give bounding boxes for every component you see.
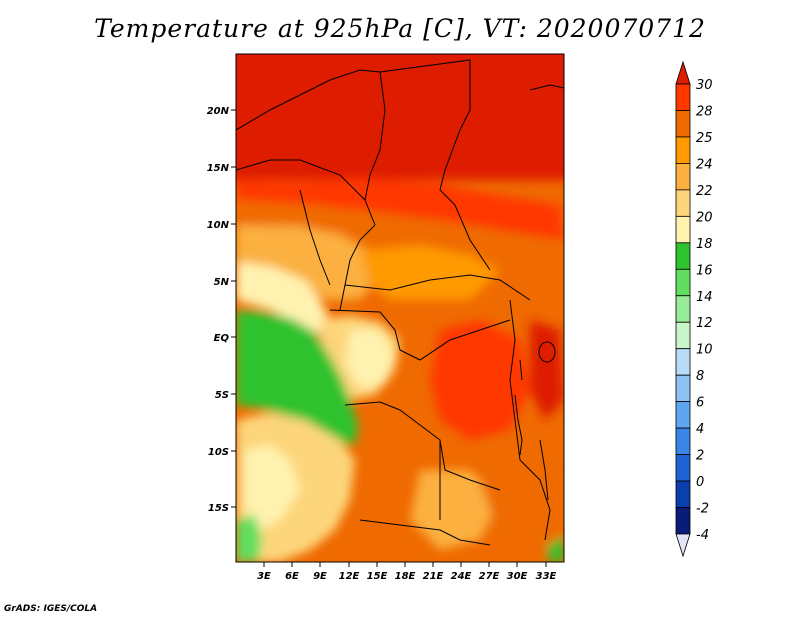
colorbar-swatch (675, 242, 691, 270)
colorbar-label: 16 (696, 263, 713, 278)
field-center-24 (360, 245, 500, 300)
lon-label-21e: 21E (423, 571, 444, 582)
lat-label-10n: 10N (207, 220, 230, 231)
colorbar-label: 20 (696, 210, 713, 225)
colorbar-label: 30 (696, 78, 713, 93)
map-frame (235, 53, 565, 563)
colorbar-label: 2 (696, 449, 704, 464)
lat-label-5s: 5S (215, 390, 229, 401)
lat-label-5n: 5N (214, 277, 230, 288)
field-sw-green (236, 515, 262, 562)
lon-label-9e: 9E (313, 571, 327, 582)
field-ocean-16 (236, 310, 358, 445)
lakes (514, 341, 556, 501)
field-west-22 (236, 225, 380, 300)
colorbar-swatch (675, 480, 691, 508)
colorbar-label: 10 (696, 343, 713, 358)
colorbar-swatch (675, 268, 691, 297)
colorbar-swatch (675, 215, 691, 244)
field-congo-18 (345, 330, 395, 388)
border-chad-sudan (439, 109, 491, 271)
lake-tanganyika (514, 394, 523, 456)
page-title: Temperature at 925hPa [C], VT: 202007071… (94, 14, 706, 43)
colorbar-label: 24 (696, 157, 713, 172)
colorbar-swatch (675, 189, 691, 217)
border-northeast (529, 84, 564, 91)
colorbar-swatch (675, 163, 691, 191)
border-drc-north (399, 319, 511, 361)
field-angola-18 (245, 445, 300, 530)
colorbar-swatch (675, 427, 691, 455)
border-angola-namibia (359, 519, 491, 546)
colorbar-swatch (675, 136, 691, 164)
lon-label-18e: 18E (395, 571, 416, 582)
border-drc-east (509, 299, 521, 461)
lon-label-27e: 27E (479, 571, 500, 582)
border-angola-drc (344, 401, 501, 491)
colorbar-swatch (675, 507, 691, 535)
border-cameroon-car (339, 224, 376, 311)
colorbar-label: 0 (696, 475, 704, 490)
colorbar-label: 8 (696, 369, 704, 384)
field-band-28 (236, 178, 564, 240)
border-zambia-east (519, 459, 551, 541)
field-north-hot (236, 54, 564, 180)
colorbar-label: 22 (696, 184, 713, 199)
lon-label-6e: 6E (285, 571, 299, 582)
colorbar-top-arrow (675, 60, 691, 85)
lon-label-33e: 33E (536, 571, 557, 582)
lon-label-30e: 30E (507, 571, 528, 582)
lat-label-15s: 15S (208, 503, 229, 514)
colorbar-label: -2 (696, 502, 709, 517)
lat-label-20n: 20N (207, 106, 230, 117)
country-borders (236, 59, 564, 546)
credit-label: GrADS: IGES/COLA (4, 604, 98, 614)
lon-axis: 3E 6E 9E 12E 15E 18E 21E 24E 27E 30E 33E (257, 562, 557, 582)
lon-label-3e: 3E (257, 571, 271, 582)
lon-label-12e: 12E (339, 571, 360, 582)
colorbar-label: 25 (696, 131, 713, 146)
field-south-22 (410, 470, 500, 550)
field-se-green (548, 535, 564, 562)
field-coast-18 (236, 262, 330, 335)
colorbar-swatch (675, 321, 691, 350)
border-nigeria-north (236, 159, 366, 201)
border-north (236, 59, 471, 131)
colorbar-swatch (675, 348, 691, 376)
temperature-field (236, 54, 564, 562)
lon-label-15e: 15E (367, 571, 388, 582)
colorbar-swatch (675, 374, 691, 403)
lat-label-10s: 10S (208, 447, 229, 458)
border-gabon-congo (329, 309, 401, 351)
colorbar-label: 14 (696, 290, 713, 305)
border-nigeria-cameroon (299, 189, 331, 286)
colorbar-label: 4 (696, 422, 704, 437)
lake-albert (519, 359, 523, 381)
lake-malawi (539, 439, 549, 501)
colorbar-label: 12 (696, 316, 713, 331)
lake-victoria (538, 341, 556, 363)
colorbar-swatch (675, 454, 691, 482)
border-car-south (344, 274, 531, 301)
field-band-25 (236, 200, 564, 270)
colorbar-label: 28 (696, 104, 713, 119)
colorbar-swatch (675, 401, 691, 429)
field-south-25 (480, 470, 564, 555)
lat-label-eq: EQ (214, 333, 230, 344)
border-niger-chad (364, 71, 386, 226)
lon-label-24e: 24E (451, 571, 472, 582)
colorbar-label: -4 (696, 528, 709, 543)
colorbar-swatch (675, 110, 691, 138)
colorbar-bottom-arrow (675, 533, 691, 558)
lat-label-15n: 15N (207, 163, 230, 174)
colorbar-swatch (675, 295, 691, 323)
lat-axis: 20N 15N 10N 5N EQ 5S 10S 15S (207, 106, 236, 514)
colorbar-label: 6 (696, 396, 704, 411)
field-east-28 (430, 320, 530, 440)
colorbar-label: 18 (696, 237, 713, 252)
colorbar-swatch (675, 83, 691, 111)
field-east-30 (530, 320, 564, 420)
